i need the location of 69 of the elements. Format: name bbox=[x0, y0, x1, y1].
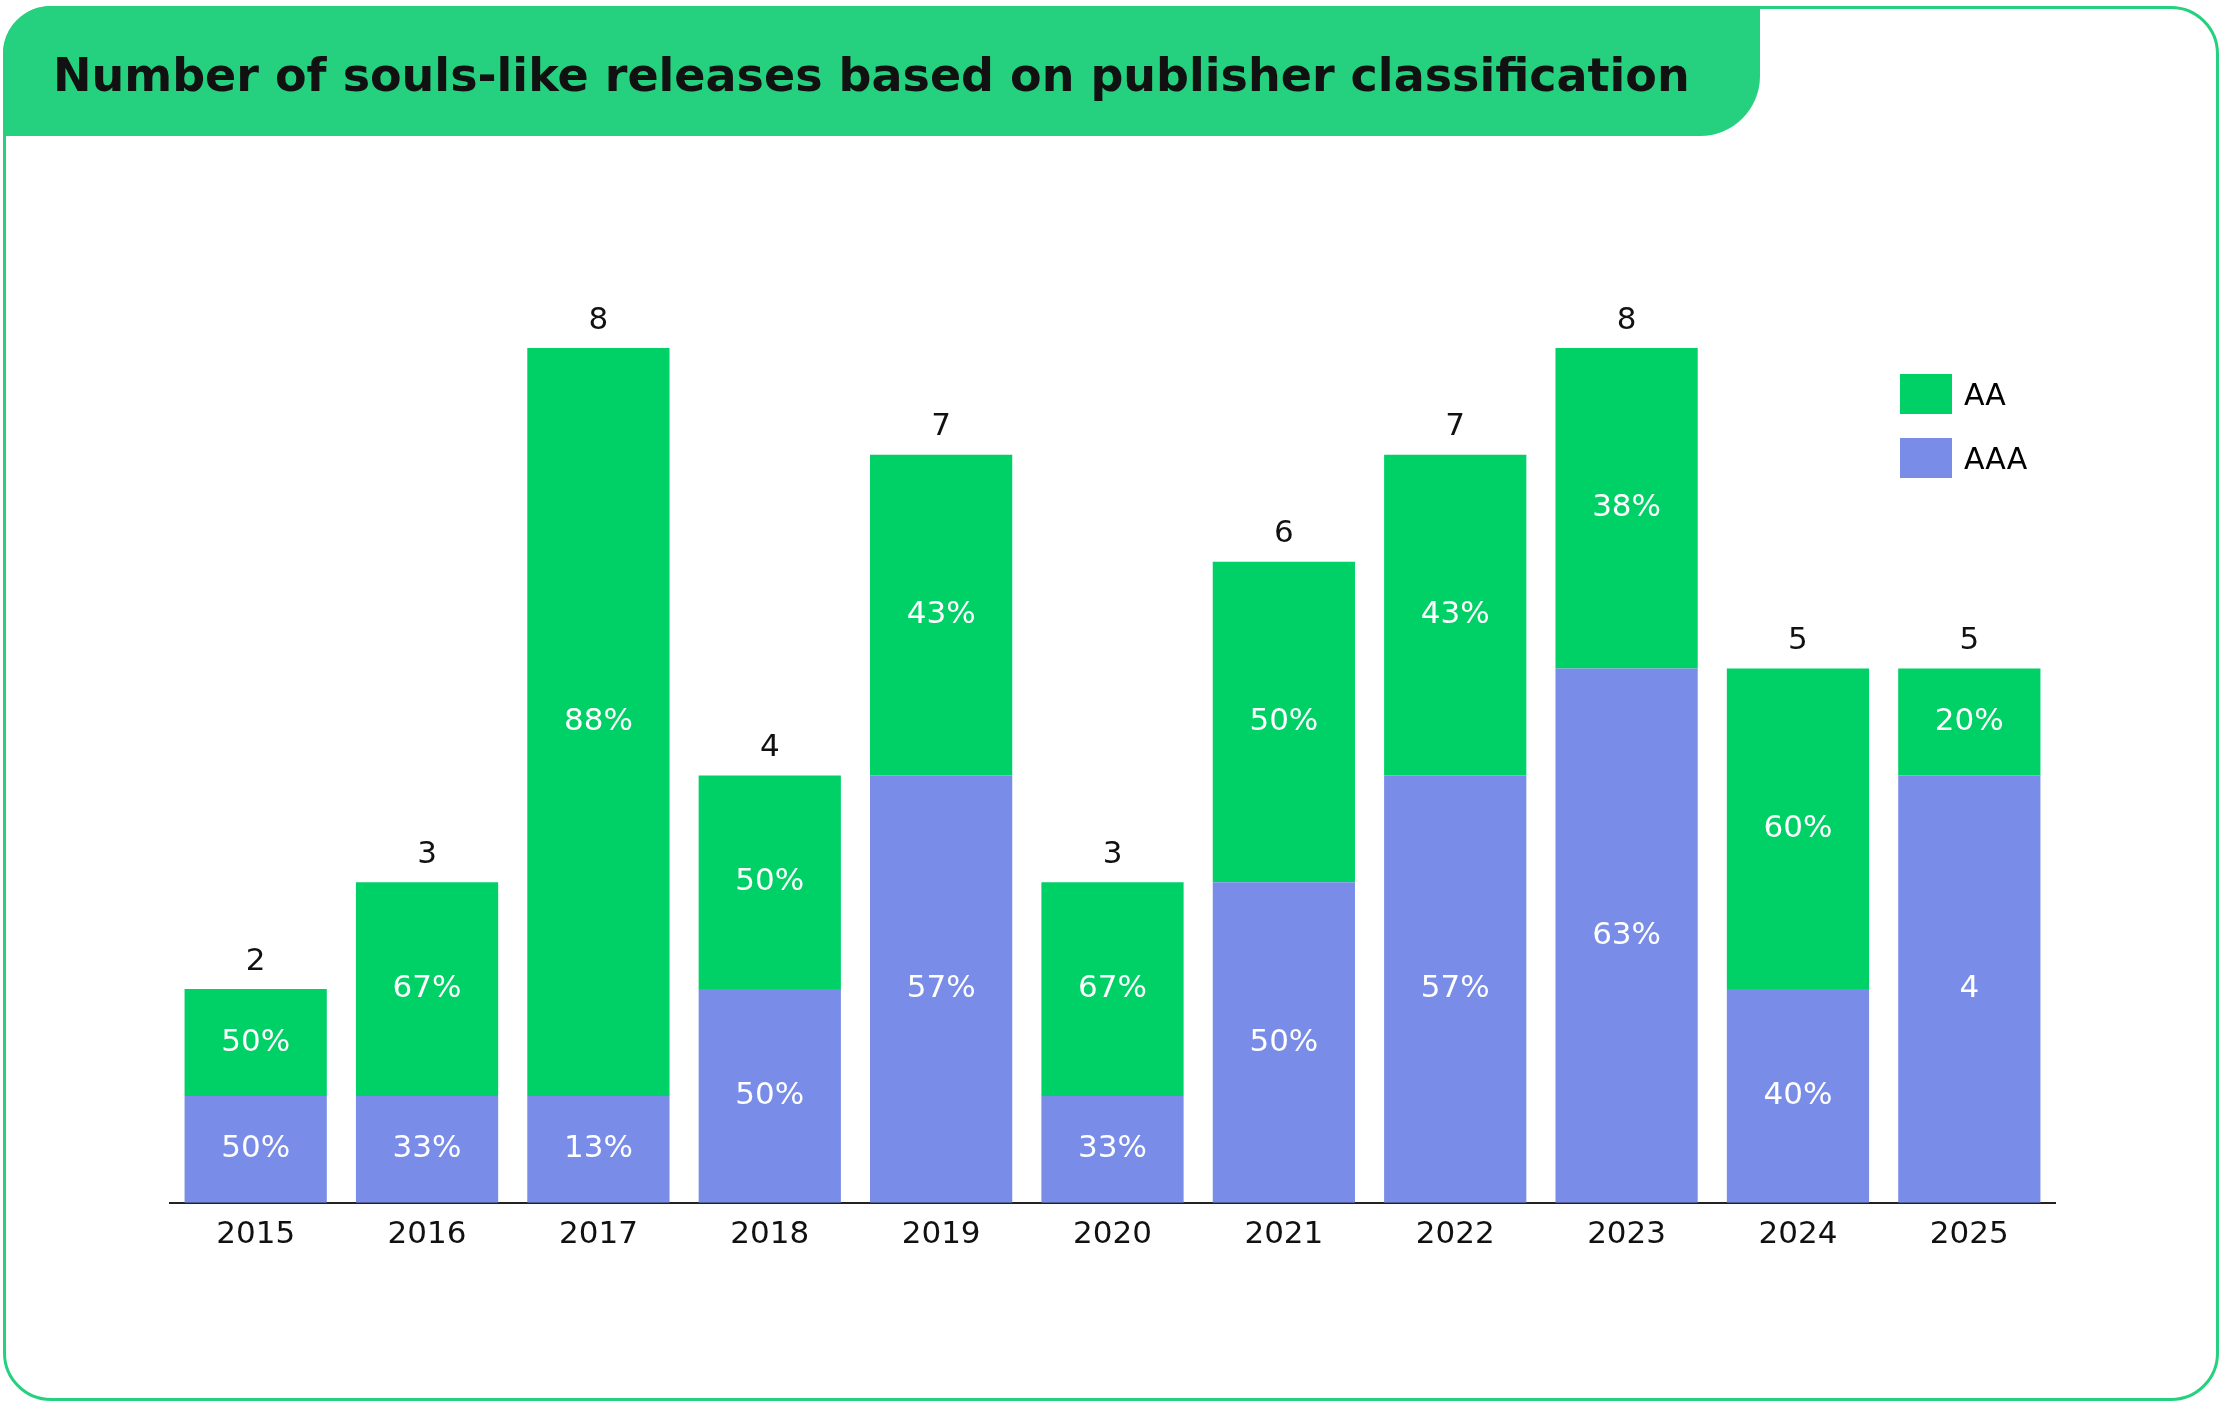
bar bbox=[1555, 668, 1698, 1203]
x-tick-label: 2023 bbox=[1587, 1214, 1667, 1251]
total-label: 5 bbox=[1959, 620, 1980, 657]
x-tick-label: 2018 bbox=[730, 1214, 810, 1251]
total-label: 7 bbox=[931, 406, 951, 443]
annotation: 38% bbox=[1592, 487, 1662, 524]
annotation: 33% bbox=[392, 1128, 462, 1165]
bar bbox=[355, 1095, 499, 1203]
bar bbox=[527, 348, 670, 1096]
bar bbox=[527, 1095, 670, 1203]
bar bbox=[1041, 882, 1184, 1096]
annotation: 33% bbox=[1078, 1128, 1147, 1165]
total-label: 3 bbox=[1102, 833, 1123, 870]
total-label: 8 bbox=[588, 299, 609, 336]
bar bbox=[1384, 454, 1527, 776]
bar bbox=[1212, 561, 1355, 883]
annotation: 13% bbox=[563, 1128, 633, 1165]
x-tick-label: 2025 bbox=[1929, 1214, 2009, 1251]
annotation: 43% bbox=[1420, 594, 1490, 631]
x-tick-label: 2020 bbox=[1073, 1214, 1152, 1251]
bar bbox=[1041, 1095, 1184, 1203]
bar bbox=[1726, 668, 1870, 990]
chart-title: Number of souls-like releases based on publisher classification bbox=[3, 6, 1760, 136]
bar bbox=[1212, 882, 1355, 1203]
annotation: 60% bbox=[1763, 807, 1833, 844]
annotation: 20% bbox=[1934, 701, 2004, 738]
annotation: 50% bbox=[221, 1021, 291, 1058]
x-tick-label: 2019 bbox=[901, 1214, 981, 1251]
bar bbox=[1898, 668, 2041, 776]
total-label: 8 bbox=[1616, 299, 1637, 336]
total-label: 4 bbox=[759, 726, 780, 763]
bar bbox=[1384, 775, 1527, 1203]
annotation: 57% bbox=[1420, 968, 1490, 1005]
annotation: 67% bbox=[392, 968, 462, 1005]
x-tick-label: 2015 bbox=[216, 1214, 296, 1251]
bar bbox=[1898, 775, 2041, 1203]
total-label: 5 bbox=[1788, 620, 1808, 657]
annotation: 50% bbox=[1249, 1021, 1319, 1058]
annotation: 50% bbox=[735, 861, 805, 898]
bar bbox=[1726, 989, 1870, 1203]
bar bbox=[870, 454, 1013, 776]
annotation: 43% bbox=[906, 594, 976, 631]
total-label: 3 bbox=[417, 833, 437, 870]
annotation: 63% bbox=[1592, 914, 1662, 951]
annotation: 57% bbox=[906, 968, 976, 1005]
bar bbox=[184, 1095, 327, 1203]
bar bbox=[1555, 348, 1698, 669]
annotation: 50% bbox=[735, 1075, 805, 1111]
x-tick-label: 2017 bbox=[558, 1214, 638, 1251]
data-label: 4 bbox=[1959, 968, 1980, 1005]
annotation: 88% bbox=[563, 701, 633, 738]
bar bbox=[698, 989, 841, 1203]
bar bbox=[355, 882, 499, 1096]
annotation: 67% bbox=[1078, 968, 1147, 1005]
legend-label: AAA bbox=[1964, 440, 2028, 476]
x-tick-label: 2022 bbox=[1415, 1214, 1495, 1251]
total-label: 7 bbox=[1445, 406, 1466, 443]
bar bbox=[698, 775, 841, 990]
x-tick-label: 2016 bbox=[387, 1214, 467, 1251]
bar bbox=[184, 989, 327, 1096]
annotation: 50% bbox=[221, 1128, 291, 1165]
x-tick-label: 2024 bbox=[1758, 1214, 1838, 1251]
x-tick-label: 2021 bbox=[1244, 1214, 1324, 1251]
total-label: 6 bbox=[1274, 513, 1294, 550]
annotation: 50% bbox=[1249, 701, 1319, 738]
annotation: 40% bbox=[1763, 1075, 1833, 1111]
total-label: 2 bbox=[245, 940, 266, 977]
legend-label: AA bbox=[1964, 376, 2006, 412]
bar bbox=[870, 775, 1013, 1203]
